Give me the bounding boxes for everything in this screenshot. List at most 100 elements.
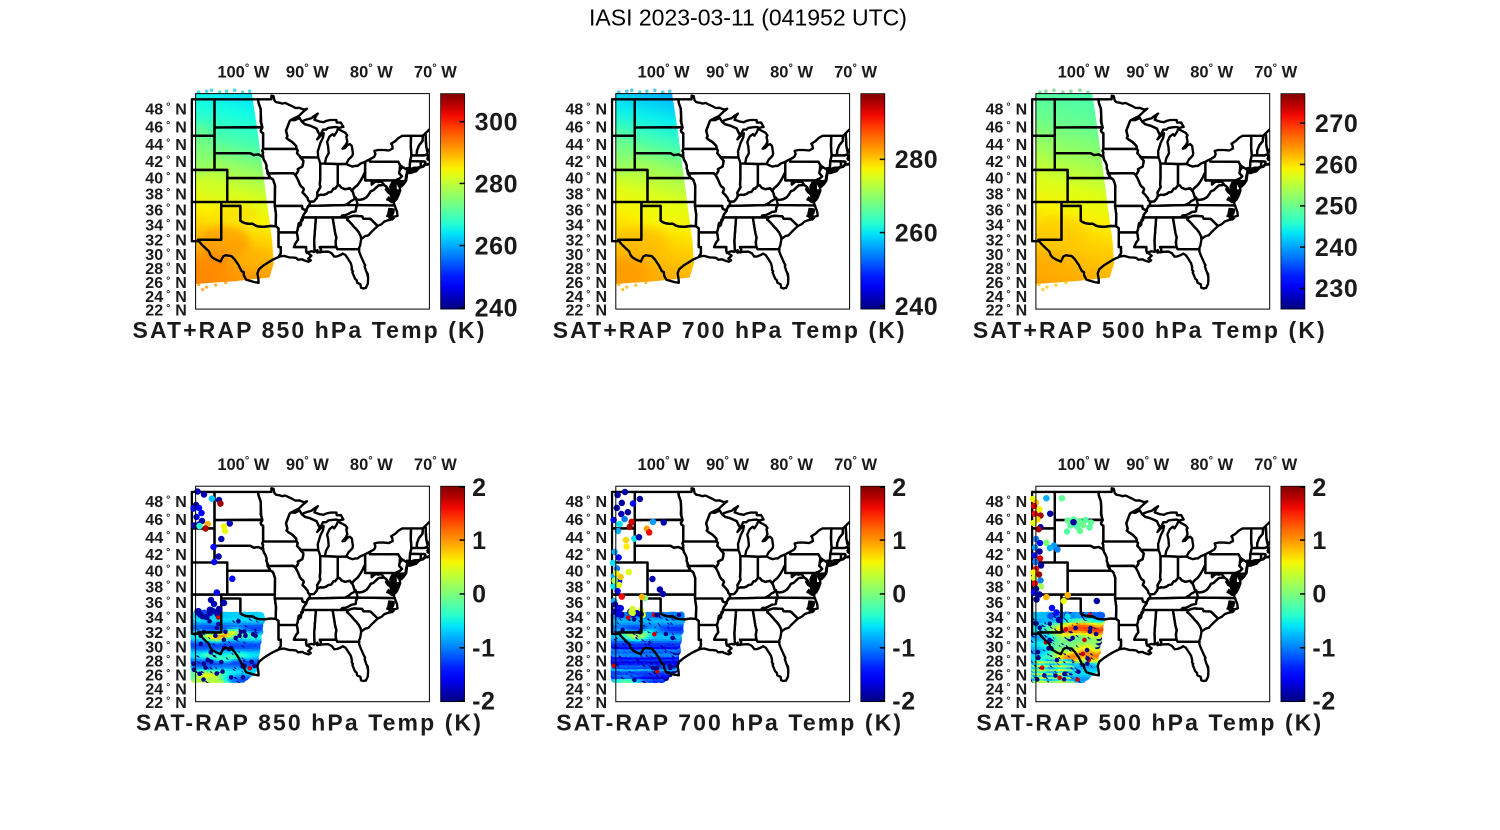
svg-text:N: N	[596, 202, 608, 219]
svg-text:°: °	[166, 101, 170, 113]
svg-text:N: N	[1016, 530, 1028, 547]
svg-text:100° W: 100° W	[1058, 455, 1111, 474]
svg-text:N: N	[596, 595, 608, 612]
svg-text:44: 44	[145, 530, 163, 547]
svg-text:N: N	[1016, 668, 1028, 685]
svg-text:300: 300	[475, 108, 519, 136]
svg-text:°: °	[166, 681, 170, 693]
svg-text:N: N	[1016, 681, 1028, 698]
svg-text:N: N	[175, 625, 187, 642]
svg-text:°: °	[166, 529, 170, 541]
svg-text:44: 44	[566, 530, 584, 547]
svg-text:°: °	[1006, 694, 1010, 706]
svg-text:N: N	[175, 579, 187, 596]
svg-text:80° W: 80° W	[770, 63, 813, 82]
svg-text:32: 32	[986, 625, 1004, 642]
svg-text:48: 48	[986, 494, 1004, 511]
svg-text:34: 34	[986, 610, 1004, 627]
svg-text:240: 240	[475, 294, 519, 322]
svg-text:SAT+RAP 850 hPa Temp (K): SAT+RAP 850 hPa Temp (K)	[133, 317, 487, 343]
svg-text:22: 22	[986, 695, 1004, 712]
svg-text:N: N	[1016, 120, 1028, 137]
svg-text:N: N	[596, 171, 608, 188]
svg-text:N: N	[175, 640, 187, 657]
svg-text:°: °	[586, 563, 590, 575]
svg-text:°: °	[166, 261, 170, 273]
svg-text:N: N	[596, 640, 608, 657]
svg-text:90° W: 90° W	[286, 63, 329, 82]
svg-text:N: N	[175, 547, 187, 564]
svg-text:26: 26	[145, 668, 163, 685]
svg-text:36: 36	[986, 595, 1004, 612]
svg-text:42: 42	[566, 547, 584, 564]
svg-text:°: °	[166, 154, 170, 166]
svg-text:38: 38	[986, 579, 1004, 596]
svg-text:240: 240	[895, 293, 939, 321]
svg-text:°: °	[166, 594, 170, 606]
svg-text:40: 40	[986, 171, 1004, 188]
svg-text:N: N	[1016, 171, 1028, 188]
svg-text:°: °	[1006, 529, 1010, 541]
svg-text:32: 32	[145, 232, 163, 249]
svg-text:38: 38	[986, 187, 1004, 204]
svg-text:28: 28	[145, 654, 163, 671]
svg-text:24: 24	[986, 289, 1004, 306]
svg-text:260: 260	[1315, 151, 1359, 179]
svg-text:N: N	[596, 247, 608, 264]
svg-text:°: °	[1006, 594, 1010, 606]
svg-text:°: °	[1006, 137, 1010, 149]
svg-text:38: 38	[566, 579, 584, 596]
svg-text:N: N	[1016, 289, 1028, 306]
svg-text:38: 38	[145, 579, 163, 596]
svg-text:N: N	[1016, 101, 1028, 118]
svg-text:36: 36	[566, 202, 584, 219]
svg-text:°: °	[586, 232, 590, 244]
svg-text:44: 44	[986, 137, 1004, 154]
svg-text:°: °	[166, 639, 170, 651]
svg-text:°: °	[586, 119, 590, 131]
svg-text:°: °	[166, 653, 170, 665]
svg-text:-1: -1	[472, 635, 495, 663]
svg-text:24: 24	[566, 289, 584, 306]
svg-text:°: °	[586, 302, 590, 314]
svg-text:N: N	[175, 247, 187, 264]
svg-text:°: °	[166, 137, 170, 149]
svg-text:32: 32	[145, 625, 163, 642]
svg-text:N: N	[1016, 261, 1028, 278]
svg-text:46: 46	[566, 120, 584, 137]
svg-text:46: 46	[986, 120, 1004, 137]
svg-text:°: °	[586, 101, 590, 113]
svg-text:°: °	[1006, 639, 1010, 651]
svg-text:44: 44	[145, 137, 163, 154]
svg-text:N: N	[175, 137, 187, 154]
svg-text:32: 32	[986, 232, 1004, 249]
svg-text:°: °	[166, 232, 170, 244]
svg-text:80° W: 80° W	[1190, 455, 1233, 474]
svg-text:N: N	[596, 218, 608, 235]
svg-text:46: 46	[145, 120, 163, 137]
svg-text:N: N	[1016, 275, 1028, 292]
svg-text:N: N	[1016, 654, 1028, 671]
svg-text:N: N	[175, 681, 187, 698]
svg-text:36: 36	[145, 595, 163, 612]
svg-text:N: N	[596, 547, 608, 564]
svg-text:34: 34	[986, 218, 1004, 235]
svg-text:N: N	[596, 512, 608, 529]
svg-text:24: 24	[145, 681, 163, 698]
svg-text:°: °	[166, 288, 170, 300]
svg-text:46: 46	[145, 512, 163, 529]
svg-text:34: 34	[566, 218, 584, 235]
svg-text:°: °	[586, 246, 590, 258]
svg-text:°: °	[586, 275, 590, 287]
svg-text:90° W: 90° W	[1126, 455, 1169, 474]
svg-text:N: N	[596, 302, 608, 319]
svg-text:38: 38	[145, 187, 163, 204]
svg-text:N: N	[175, 563, 187, 580]
svg-text:°: °	[1006, 186, 1010, 198]
svg-text:1: 1	[892, 527, 907, 555]
svg-text:°: °	[586, 493, 590, 505]
svg-text:48: 48	[145, 101, 163, 118]
svg-text:N: N	[1016, 137, 1028, 154]
svg-text:36: 36	[986, 202, 1004, 219]
svg-text:48: 48	[566, 101, 584, 118]
